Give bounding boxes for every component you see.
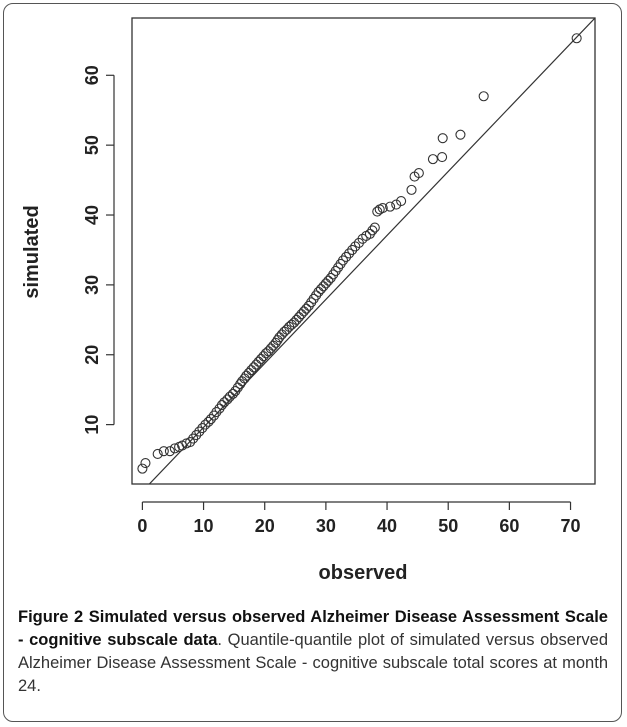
data-point: [211, 406, 222, 418]
y-tick-label: 20: [82, 345, 102, 365]
figure-frame: [3, 3, 622, 722]
caption-title: Simulated versus observed Alzheimer Dise…: [18, 608, 608, 649]
data-point: [227, 388, 238, 399]
data-point: [350, 241, 361, 252]
data-point: [197, 423, 208, 434]
data-point: [222, 394, 233, 405]
data-point: [406, 184, 417, 195]
data-point: [265, 343, 276, 354]
data-point: [455, 129, 466, 140]
data-point: [158, 446, 169, 457]
data-point: [306, 297, 317, 308]
y-tick-label: 60: [82, 65, 102, 85]
data-point: [335, 258, 346, 269]
data-point: [298, 306, 309, 317]
data-point: [188, 433, 199, 444]
data-point: [203, 416, 214, 427]
data-point: [191, 430, 202, 441]
data-point: [330, 265, 341, 276]
data-point: [571, 33, 582, 44]
data-point: [205, 413, 216, 425]
x-tick-label: 20: [255, 516, 275, 536]
data-point: [377, 202, 388, 214]
data-point: [318, 281, 329, 292]
data-point: [427, 154, 438, 165]
data-point: [385, 201, 396, 212]
data-point: [344, 248, 355, 259]
data-point: [325, 272, 336, 283]
x-tick-label: 70: [561, 516, 581, 536]
data-point: [230, 386, 241, 397]
data-point: [208, 410, 220, 421]
data-point: [323, 275, 334, 286]
data-point: [315, 284, 327, 295]
data-point: [246, 365, 257, 376]
data-point: [413, 168, 424, 179]
data-point: [185, 437, 196, 448]
data-point: [337, 255, 349, 266]
y-tick-label: 10: [82, 415, 102, 435]
data-point: [478, 91, 489, 102]
data-point: [396, 195, 407, 207]
figure-caption: Figure 2 Simulated versus observed Alzhe…: [18, 606, 608, 698]
data-point: [364, 228, 375, 239]
data-point: [291, 314, 302, 325]
data-point: [296, 309, 307, 320]
data-point: [293, 311, 305, 323]
x-tick-label: 10: [194, 516, 214, 536]
reference-line: [148, 18, 595, 484]
y-tick-label: 50: [82, 135, 102, 155]
x-tick-label: 60: [499, 516, 519, 536]
data-point: [140, 457, 151, 469]
data-point: [369, 222, 380, 233]
data-point: [263, 346, 274, 357]
data-point: [320, 278, 331, 289]
data-point: [303, 300, 314, 311]
data-point: [367, 225, 378, 236]
data-point: [270, 337, 281, 348]
data-point: [260, 348, 271, 359]
data-point: [214, 403, 225, 414]
data-point: [169, 443, 180, 454]
x-tick-label: 50: [438, 516, 458, 536]
x-tick-label: 30: [316, 516, 336, 536]
data-point: [258, 351, 269, 362]
data-point: [341, 251, 352, 262]
data-point: [281, 324, 292, 335]
qq-plot: 0 10 20 30 40 50 60 70 10 20 30 40 50 60 observed si…: [21, 17, 596, 584]
data-point: [308, 293, 319, 304]
data-point: [194, 426, 205, 437]
data-point: [224, 391, 235, 402]
data-point: [437, 151, 448, 163]
data-point: [200, 419, 211, 430]
data-point: [248, 362, 259, 373]
data-point: [437, 133, 448, 144]
x-tick-label: 40: [377, 516, 397, 536]
x-tick-label: 0: [137, 516, 147, 536]
data-point: [137, 463, 148, 474]
data-point: [251, 359, 262, 370]
data-point: [311, 290, 322, 301]
data-point: [286, 319, 297, 330]
data-point: [347, 244, 358, 256]
data-point: [372, 206, 383, 217]
data-point: [256, 353, 267, 364]
x-axis-label: observed: [319, 562, 408, 584]
caption-text: . Quantile-quantile plot of simulated ve…: [18, 631, 608, 695]
data-point: [301, 303, 312, 314]
data-point: [152, 448, 163, 460]
y-tick-label: 30: [82, 275, 102, 295]
data-point: [164, 446, 175, 457]
data-point: [253, 356, 264, 367]
data-point: [328, 269, 339, 280]
caption-label: Figure 2: [18, 608, 84, 626]
y-tick-label: 40: [82, 205, 102, 225]
data-point: [279, 326, 290, 337]
data-point: [357, 233, 368, 244]
plot-area-frame: [131, 17, 596, 485]
data-point: [216, 400, 227, 411]
data-point: [333, 262, 344, 273]
data-point: [219, 397, 230, 408]
y-axis-label: simulated: [21, 205, 43, 298]
